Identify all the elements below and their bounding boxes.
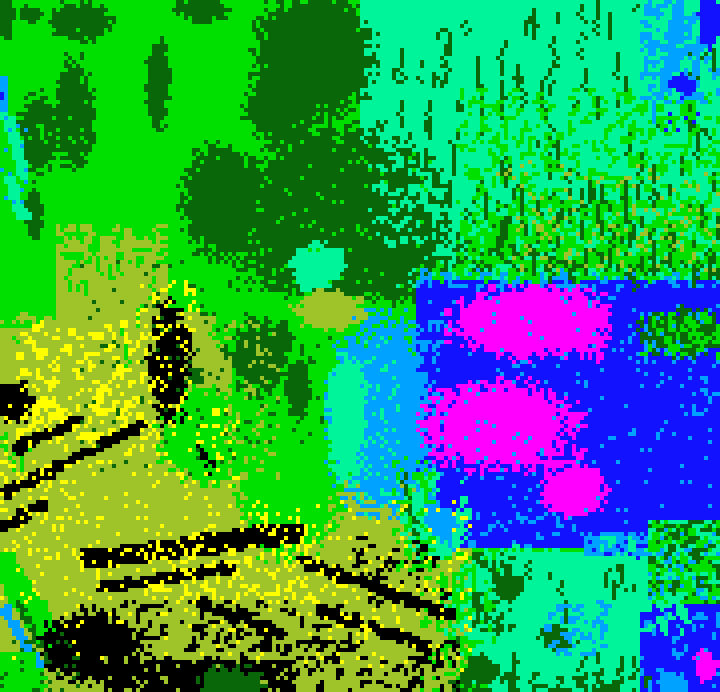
classified-raster-map-canvas [0, 0, 720, 692]
screenshot-root [0, 0, 720, 692]
